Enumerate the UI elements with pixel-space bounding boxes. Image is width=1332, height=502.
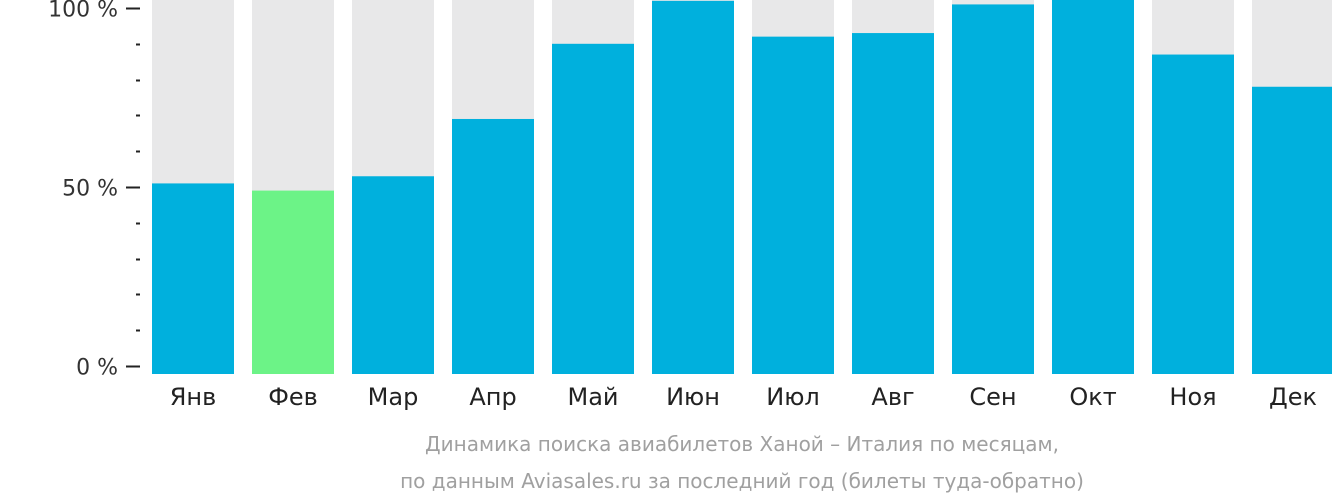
bar-7	[752, 36, 834, 374]
bar-9	[952, 4, 1034, 374]
chart-caption-line-1: Динамика поиска авиабилетов Ханой – Итал…	[425, 432, 1059, 456]
bar-8	[852, 33, 934, 375]
bar-11	[1152, 54, 1234, 374]
x-tick-label: Апр	[469, 383, 516, 411]
y-tick-label: 100 %	[48, 0, 118, 23]
x-tick-label: Авг	[871, 383, 914, 411]
x-tick-label: Янв	[170, 383, 217, 411]
bar-6	[652, 0, 734, 375]
x-tick-label: Фев	[268, 383, 318, 411]
bar-5	[552, 43, 634, 375]
y-tick-label: 0 %	[76, 356, 118, 381]
x-tick-label: Мар	[368, 383, 419, 411]
x-tick-label: Сен	[969, 383, 1016, 411]
bar-1	[152, 183, 234, 374]
bars-layer	[152, 0, 1332, 375]
bar-3	[352, 176, 434, 374]
x-tick-label: Дек	[1269, 383, 1317, 411]
bar-12	[1252, 86, 1332, 374]
x-tick-label: Окт	[1069, 383, 1116, 411]
x-tick-label: Май	[567, 383, 618, 411]
x-axis-labels: Янв Фев Мар Апр Май Июн Июл Авг Сен Окт Ноя Дек	[170, 383, 1317, 411]
y-tick-label: 50 %	[62, 177, 118, 202]
bar-10	[1052, 0, 1134, 374]
x-tick-label: Ноя	[1169, 383, 1216, 411]
bar-4	[452, 118, 534, 374]
x-tick-label: Июл	[766, 383, 820, 411]
chart-caption-line-2: по данным Aviasales.ru за последний год …	[400, 469, 1084, 493]
y-axis: 0 % 50 % 100 %	[48, 0, 140, 381]
x-tick-label: Июн	[666, 383, 720, 411]
bar-2	[252, 190, 334, 374]
